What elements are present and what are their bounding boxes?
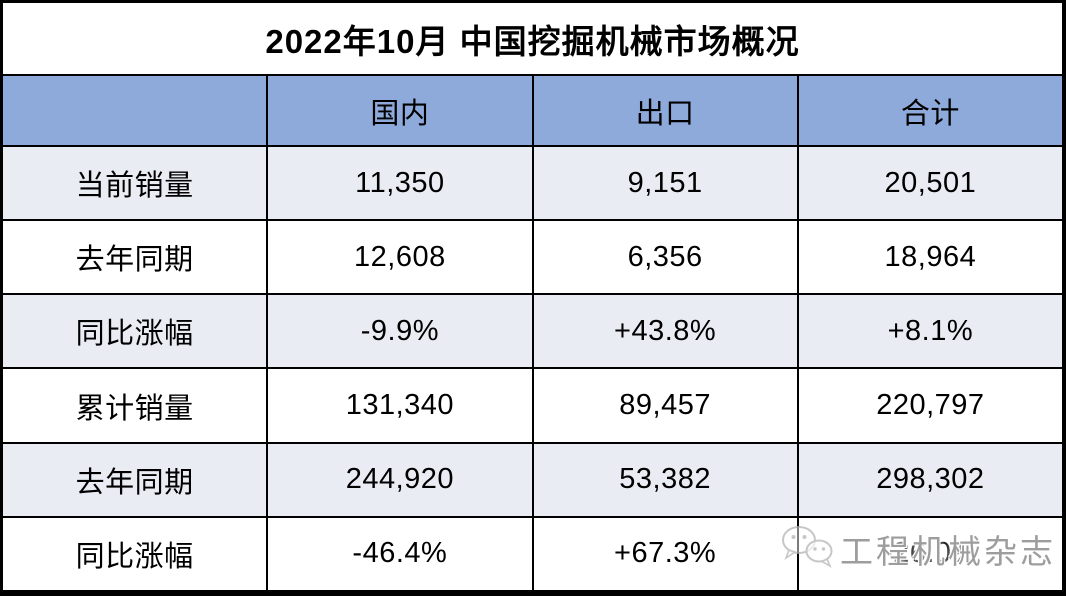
cell-cumlastyear-domestic: 244,920 (268, 443, 532, 516)
cell-lastyear-domestic: 12,608 (268, 221, 532, 294)
table-title: 2022年10月 中国挖掘机械市场概况 (3, 3, 1062, 74)
cell-cumyoy-domestic: -46.4% (268, 517, 532, 590)
cell-lastyear-export: 6,356 (533, 221, 797, 294)
column-header-domestic: 国内 (268, 76, 532, 145)
row-label-cumulative-sales: 累计销量 (3, 369, 267, 442)
cell-current-domestic: 11,350 (268, 147, 532, 220)
row-label-current-sales: 当前销量 (3, 147, 267, 220)
cell-cumulative-total: 220,797 (798, 369, 1062, 442)
column-header-total: 合计 (798, 76, 1062, 145)
cell-cumlastyear-export: 53,382 (533, 443, 797, 516)
cell-yoy-export: +43.8% (533, 295, 797, 368)
cell-cumulative-export: 89,457 (533, 369, 797, 442)
cell-yoy-total: +8.1% (798, 295, 1062, 368)
row-label-yoy-change: 同比涨幅 (3, 295, 267, 368)
cell-cumulative-domestic: 131,340 (268, 369, 532, 442)
table-grid: 2022年10月 中国挖掘机械市场概况 国内 出口 合计 当前销量 11,350… (3, 3, 1062, 590)
column-header-export: 出口 (533, 76, 797, 145)
cell-yoy-domestic: -9.9% (268, 295, 532, 368)
row-label-cumulative-yoy-change: 同比涨幅 (3, 517, 267, 590)
cell-cumlastyear-total: 298,302 (798, 443, 1062, 516)
cell-cumyoy-total: -26.0% (798, 517, 1062, 590)
cell-cumyoy-export: +67.3% (533, 517, 797, 590)
row-label-last-year-same-period: 去年同期 (3, 221, 267, 294)
cell-current-export: 9,151 (533, 147, 797, 220)
row-label-cumulative-last-year: 去年同期 (3, 443, 267, 516)
column-header-blank (3, 76, 267, 145)
cell-lastyear-total: 18,964 (798, 221, 1062, 294)
cell-current-total: 20,501 (798, 147, 1062, 220)
